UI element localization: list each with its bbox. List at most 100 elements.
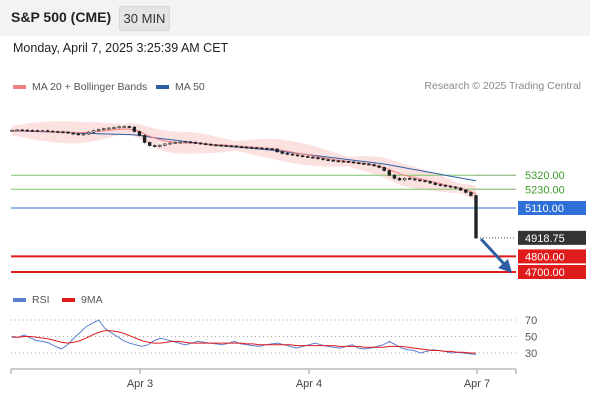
- candle-body: [40, 130, 45, 133]
- candle-body: [61, 131, 65, 134]
- x-tick-label: Apr 3: [127, 378, 153, 390]
- candle-body: [117, 126, 121, 129]
- rsi-swatch-icon: [13, 298, 26, 302]
- candle-body: [81, 133, 86, 136]
- candle-body: [86, 131, 91, 135]
- candle-body: [351, 161, 356, 164]
- candle-body: [280, 151, 284, 154]
- candle-body: [326, 159, 330, 161]
- candle-body: [91, 130, 96, 133]
- candle-body: [300, 155, 305, 158]
- candle-body: [438, 184, 443, 186]
- candle-body: [336, 160, 341, 163]
- candle-body: [10, 129, 14, 132]
- candle-body: [448, 185, 453, 188]
- candle-body: [306, 156, 310, 158]
- candle-body: [209, 144, 213, 146]
- candle-body: [295, 154, 300, 157]
- candle-body: [107, 127, 111, 130]
- candle-body: [260, 147, 264, 150]
- ma50-label: MA 50: [175, 81, 205, 93]
- candle-body: [265, 148, 269, 150]
- candle-body: [413, 178, 417, 181]
- last-price-label-bg: [518, 230, 586, 245]
- resistance-1-label: 5230.00: [525, 184, 565, 196]
- candle-body: [71, 132, 75, 135]
- candle-body: [76, 133, 80, 136]
- candle-body: [270, 148, 274, 150]
- candle-body: [244, 146, 249, 149]
- candle-body: [229, 145, 233, 148]
- candle-body: [357, 162, 361, 165]
- candle-body: [423, 180, 427, 182]
- support-2-label-bg: [518, 265, 586, 279]
- candle-body: [433, 182, 437, 185]
- candle-body: [137, 131, 142, 136]
- candle-body: [367, 163, 371, 166]
- candle-body: [469, 192, 473, 196]
- rsi-line: [11, 319, 477, 356]
- rsi-ma9-line: [12, 330, 476, 354]
- last-price-label: 4918.75: [525, 233, 565, 245]
- candle-body: [387, 170, 392, 176]
- candle-body: [346, 161, 351, 163]
- candle-body: [249, 147, 254, 149]
- candle-body: [382, 167, 386, 171]
- candle-body: [173, 142, 177, 144]
- candle-body: [30, 130, 35, 132]
- legend-ma9: 9MA: [62, 293, 103, 307]
- candle-body: [51, 130, 55, 133]
- candle-body: [163, 143, 167, 146]
- candle-body: [331, 159, 335, 162]
- ma20-label: MA 20 + Bollinger Bands: [32, 81, 148, 93]
- forecast-arrow-icon: [479, 237, 507, 267]
- forecast-arrowhead-icon: [498, 259, 512, 273]
- ma9-label: 9MA: [81, 294, 103, 306]
- timeframe-badge[interactable]: 30 MIN: [119, 6, 170, 31]
- candle-body: [459, 187, 463, 191]
- ma9-swatch-icon: [62, 298, 75, 302]
- candle-body: [112, 127, 116, 129]
- rsi-label: RSI: [32, 294, 50, 306]
- rsi-tick-50: 50: [525, 332, 537, 344]
- research-credit: Research © 2025 Trading Central: [424, 80, 581, 92]
- candle-body: [443, 185, 448, 187]
- candle-body: [474, 195, 478, 239]
- candle-body: [122, 126, 126, 128]
- candle-body: [66, 131, 70, 134]
- candle-body: [402, 178, 407, 181]
- candle-body: [178, 141, 182, 144]
- candle-body: [127, 126, 131, 128]
- candle-body: [408, 178, 412, 180]
- candle-body: [204, 143, 208, 145]
- candle-body: [188, 141, 193, 144]
- candle-body: [234, 145, 239, 148]
- ma20-swatch-icon: [13, 85, 26, 89]
- candle-body: [418, 179, 422, 182]
- candle-body: [275, 148, 279, 153]
- candle-body: [132, 126, 137, 132]
- candle-body: [168, 142, 172, 145]
- candle-body: [153, 145, 157, 147]
- candle-body: [464, 189, 468, 193]
- candle-body: [428, 181, 432, 184]
- candle-body: [35, 130, 40, 132]
- candle-body: [341, 160, 346, 163]
- candle-body: [56, 131, 60, 133]
- rsi-tick-30: 30: [525, 348, 537, 360]
- candle-body: [362, 163, 366, 165]
- candle-body: [102, 128, 106, 131]
- candle-body: [397, 178, 402, 181]
- candle-body: [183, 141, 188, 144]
- support-1-label-bg: [518, 249, 586, 264]
- timestamp: Monday, April 7, 2025 3:25:39 AM CET: [13, 41, 229, 55]
- candle-body: [15, 129, 19, 132]
- candle-body: [20, 129, 24, 132]
- pivot-label: 5110.00: [525, 203, 564, 215]
- candle-body: [198, 142, 203, 145]
- rsi-tick-70: 70: [525, 315, 537, 327]
- candle-body: [158, 144, 162, 147]
- pivot-label-bg: [518, 201, 586, 215]
- candle-body: [453, 186, 458, 189]
